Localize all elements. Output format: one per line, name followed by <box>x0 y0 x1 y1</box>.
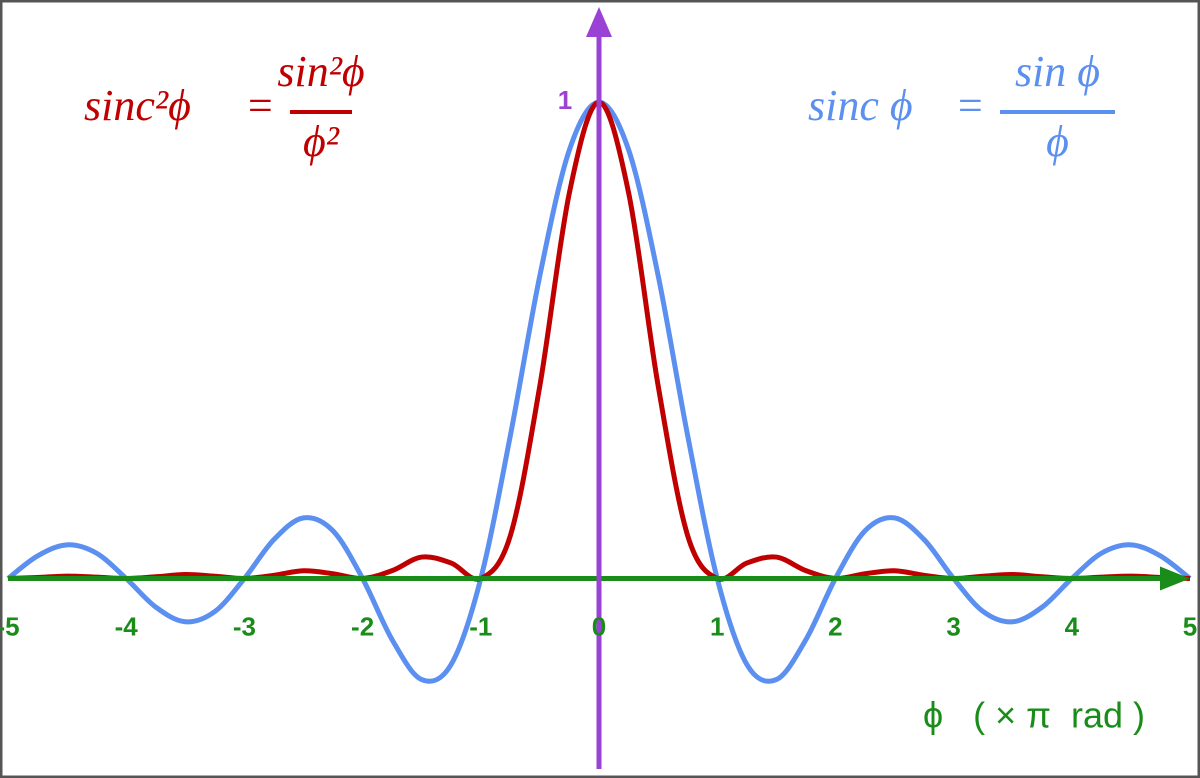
legend-equals: = <box>245 81 275 130</box>
x-tick-label: 0 <box>592 611 606 641</box>
x-tick-label: -2 <box>351 611 374 641</box>
legend-numerator: sin²ϕ <box>277 47 364 96</box>
legend-label: sinc ϕ <box>808 81 913 130</box>
x-tick-label: 3 <box>946 611 960 641</box>
y-tick-label: 1 <box>558 85 572 115</box>
x-axis-arrow <box>1160 566 1190 591</box>
x-tick-label: 1 <box>710 611 724 641</box>
legend-denominator: ϕ² <box>303 117 340 166</box>
x-tick-label: -3 <box>233 611 256 641</box>
x-tick-label: 5 <box>1183 611 1197 641</box>
x-axis-label: ϕ ( × π rad ) <box>923 695 1145 736</box>
x-tick-label: -4 <box>115 611 139 641</box>
legend-equals: = <box>955 81 985 130</box>
x-tick-label: 2 <box>828 611 842 641</box>
legend-denominator: ϕ <box>1046 117 1069 166</box>
legend-label: sinc²ϕ <box>84 81 191 130</box>
y-axis-arrow <box>586 7 612 37</box>
x-tick-label: -1 <box>469 611 492 641</box>
x-tick-label: 4 <box>1065 611 1080 641</box>
x-tick-label: -5 <box>0 611 20 641</box>
legend-numerator: sin ϕ <box>1015 47 1100 96</box>
